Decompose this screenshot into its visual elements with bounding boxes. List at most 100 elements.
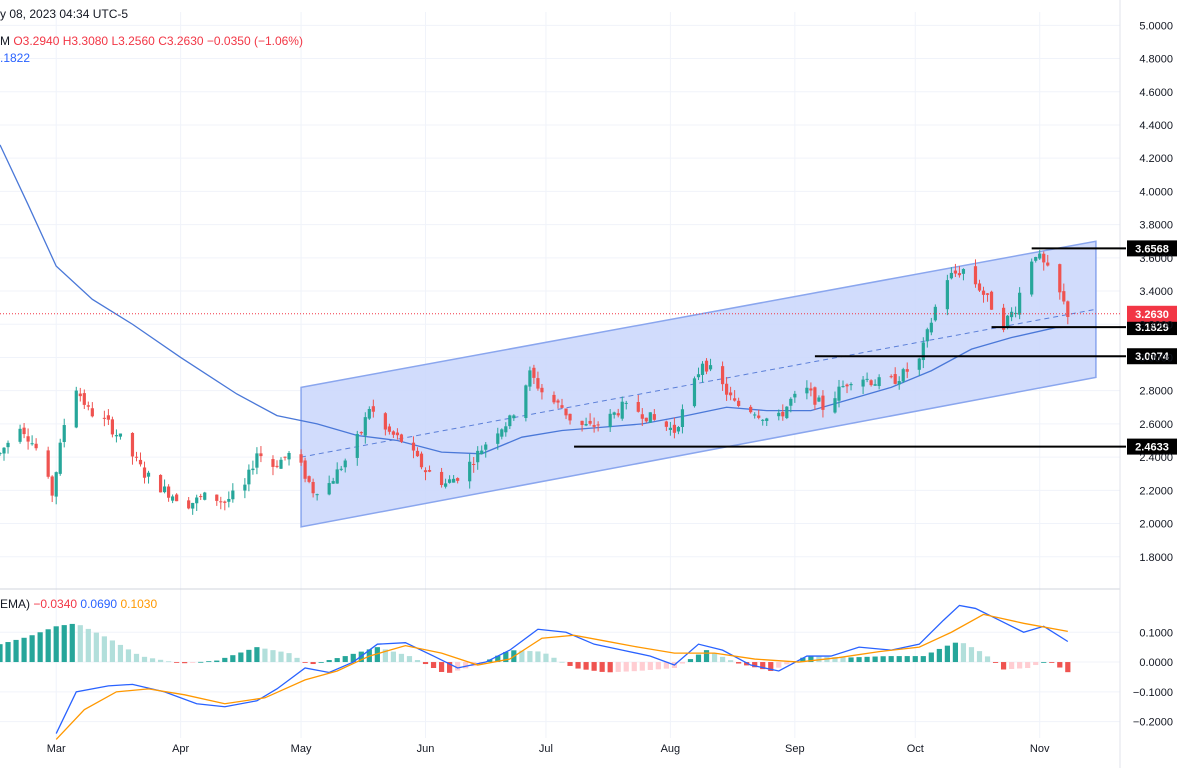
candle-down: [86, 405, 90, 407]
histogram-bar-negative: [1033, 662, 1039, 666]
histogram-bar-positive: [334, 658, 340, 663]
macd-line: [55, 604, 1069, 734]
candle-up: [62, 425, 66, 442]
candle-down: [187, 500, 191, 509]
histogram-bar-positive: [944, 645, 950, 663]
candle-up: [648, 412, 652, 423]
histogram-bar-positive: [238, 652, 244, 663]
candle-up: [528, 370, 532, 387]
histogram-bar-positive: [149, 658, 156, 663]
candle-down: [359, 432, 363, 434]
candle-down: [415, 450, 420, 457]
candle-down: [652, 414, 656, 420]
candle-down: [737, 400, 741, 406]
histogram-bar-negative: [1000, 662, 1007, 670]
histogram-bar-negative: [1017, 662, 1023, 669]
price-tick-label: 1.8000: [1139, 552, 1173, 564]
candle-down: [1001, 307, 1006, 330]
histogram-bar-positive: [687, 659, 694, 663]
histogram-bar-negative: [302, 662, 308, 663]
candle-down: [142, 467, 147, 478]
histogram-bar-positive: [53, 626, 59, 663]
candle-up: [355, 434, 359, 458]
candle-down: [556, 400, 560, 403]
price-tick-label: 4.4000: [1139, 120, 1173, 132]
histogram-bar-positive: [246, 649, 252, 663]
candle-down: [90, 408, 94, 417]
candle-up: [608, 413, 612, 428]
candle-up: [146, 472, 151, 477]
candle-up: [612, 412, 616, 415]
candle-up: [512, 415, 516, 419]
ohlc-readout: M O3.2940 H3.3080 L3.2560 C3.2630 −0.035…: [0, 34, 303, 48]
histogram-bar-positive: [880, 656, 886, 663]
macd-tick-label: −0.2000: [1133, 717, 1173, 729]
candle-down: [110, 419, 115, 435]
candle-up: [901, 369, 905, 382]
candle-down: [1066, 301, 1070, 318]
candle-down: [757, 415, 761, 418]
histogram-bar-negative: [430, 662, 437, 668]
histogram-bar-positive: [93, 632, 99, 663]
histogram-bar-negative: [631, 662, 637, 672]
histogram-bar-positive: [832, 657, 838, 663]
candle-up: [496, 433, 500, 444]
date-tick-label: Oct: [907, 743, 924, 755]
candle-up: [287, 452, 291, 460]
histogram-bar-positive: [222, 657, 228, 663]
ohlc-prefix: M: [0, 34, 10, 48]
candle-up: [805, 387, 809, 394]
histogram-bar-positive: [390, 651, 397, 663]
candle-up: [789, 398, 793, 406]
histogram-bar-positive: [125, 649, 132, 663]
candle-down: [704, 360, 709, 372]
candle-down: [383, 413, 387, 430]
candle-down: [391, 431, 396, 435]
candle-down: [985, 293, 990, 295]
candle-up: [18, 428, 22, 442]
candle-up: [921, 342, 925, 361]
candle-up: [584, 424, 588, 426]
candle-down: [130, 432, 135, 457]
histogram-bar-negative: [1049, 662, 1055, 663]
histogram-bar-negative: [1009, 662, 1015, 669]
candle-down: [1046, 262, 1050, 266]
candle-down: [973, 266, 978, 285]
candle-up: [949, 272, 953, 279]
candle-down: [427, 470, 432, 472]
candle-down: [219, 501, 223, 503]
date-tick-label: Aug: [661, 743, 681, 755]
candle-up: [961, 269, 966, 274]
candle-up: [247, 469, 251, 485]
histogram-bar-positive: [0, 644, 3, 663]
histogram-bar-positive: [254, 647, 260, 663]
histogram-bar-positive: [495, 655, 501, 663]
histogram-bar-positive: [262, 648, 268, 663]
price-tick-label: 4.0000: [1139, 186, 1173, 198]
histogram-bar-positive: [206, 661, 212, 663]
signal-line: [55, 613, 1068, 740]
histogram-bar-positive: [904, 656, 910, 663]
candle-up: [114, 435, 119, 437]
candle-down: [672, 424, 677, 433]
price-tick-label: 4.6000: [1139, 87, 1173, 99]
candle-up: [227, 498, 231, 502]
candle-down: [720, 366, 725, 385]
macd-pane: [0, 604, 1071, 740]
histogram-bar-positive: [85, 628, 91, 663]
candle-up: [761, 419, 765, 421]
candle-down: [564, 408, 568, 416]
candle-down: [271, 459, 275, 467]
candle-down: [175, 494, 179, 502]
histogram-bar-positive: [952, 642, 959, 663]
candle-up: [339, 468, 343, 470]
histogram-bar-positive: [77, 625, 83, 663]
histogram-bar-positive: [703, 650, 710, 663]
last-price-label-box: [1127, 305, 1177, 322]
histogram-bar-negative: [768, 662, 774, 671]
histogram-bar-positive: [543, 653, 549, 663]
histogram-bar-negative: [776, 662, 782, 668]
histogram-bar-positive: [936, 648, 942, 663]
candle-up: [753, 414, 757, 416]
macd-legend: EMA) −0.0340 0.0690 0.1030: [0, 597, 157, 611]
